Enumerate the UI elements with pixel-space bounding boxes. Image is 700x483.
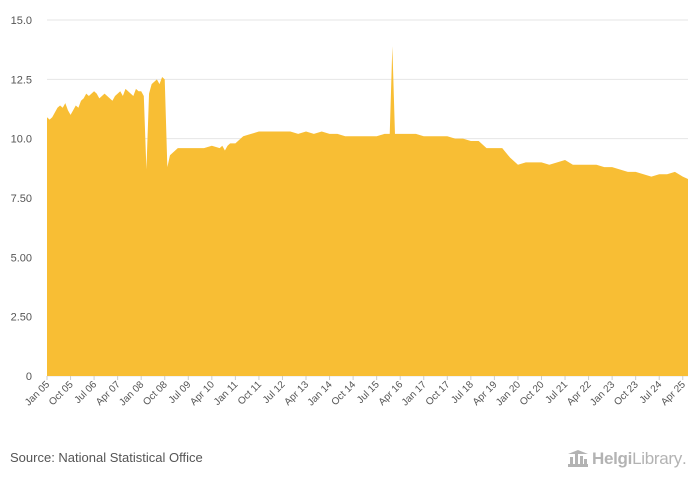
- x-tick-label: Jan 08: [117, 379, 146, 408]
- x-tick-label: Oct 23: [612, 379, 641, 408]
- x-tick-label: Jan 11: [212, 379, 241, 408]
- x-tick-label: Oct 17: [424, 379, 453, 408]
- x-tick-label: Apr 07: [94, 379, 123, 408]
- brand-name-bold: Helgi: [592, 449, 633, 468]
- x-tick-label: Jan 20: [494, 379, 523, 408]
- library-icon: [568, 450, 588, 467]
- y-tick-label: 10.0: [11, 134, 32, 146]
- x-tick-label: Apr 16: [377, 379, 406, 408]
- series-area: [47, 46, 688, 377]
- x-tick-label: Oct 11: [236, 379, 264, 407]
- x-tick-label: Oct 20: [518, 379, 547, 408]
- x-tick-label: Apr 19: [471, 379, 500, 408]
- x-tick-label: Oct 14: [330, 379, 359, 408]
- y-tick-label: 12.5: [11, 74, 32, 86]
- x-tick-label: Jan 05: [23, 379, 52, 408]
- y-tick-label: 5.00: [11, 252, 32, 264]
- x-tick-label: Apr 22: [565, 379, 594, 408]
- x-tick-label: Apr 13: [283, 379, 312, 408]
- x-tick-label: Oct 05: [47, 379, 76, 408]
- y-axis: 0 2.50 5.00 7.50 10.0 12.5 15.0: [11, 15, 32, 383]
- brand-name-regular: Library: [632, 449, 682, 468]
- x-tick-label: Jan 14: [306, 379, 335, 408]
- x-tick-label: Apr 10: [188, 379, 217, 408]
- x-tick-label: Apr 25: [659, 379, 688, 408]
- y-tick-label: 7.50: [11, 193, 32, 205]
- source-note: Source: National Statistical Office: [10, 450, 203, 465]
- series-area-value: [47, 46, 688, 377]
- y-tick-label: 15.0: [11, 15, 32, 27]
- x-tick-label: Jan 23: [588, 379, 617, 408]
- y-tick-label: 2.50: [11, 312, 32, 324]
- y-tick-label: 0: [26, 371, 32, 383]
- brand-dot: .: [681, 449, 687, 468]
- x-tick-label: Jan 17: [400, 379, 429, 408]
- helgi-library-logo[interactable]: Helgi Library.: [567, 447, 687, 471]
- x-tick-label: Oct 08: [141, 379, 170, 408]
